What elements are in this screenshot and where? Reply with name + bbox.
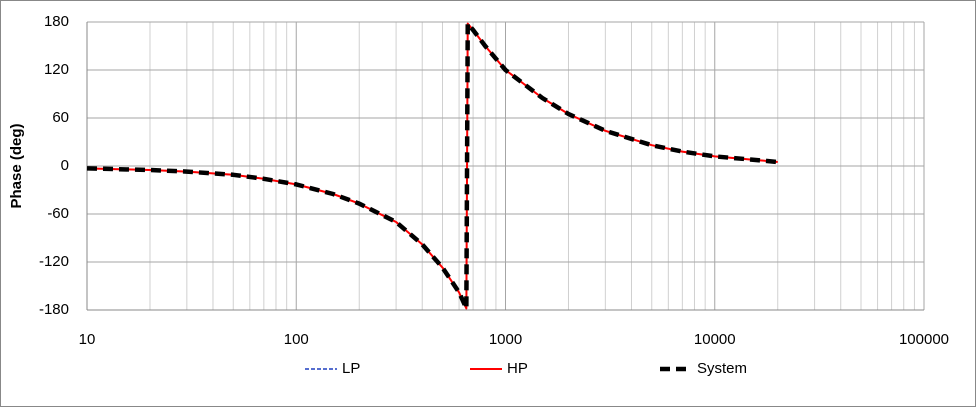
legend-label: System [697, 360, 747, 377]
y-tick-label: 180 [44, 13, 69, 30]
y-tick-label: -120 [39, 253, 69, 270]
x-tick-label: 100000 [899, 331, 949, 348]
y-tick-label: -180 [39, 301, 69, 318]
series-line [86, 21, 778, 311]
y-tick-label: 120 [44, 61, 69, 78]
y-axis-label: Phase (deg) [8, 123, 25, 208]
y-tick-label: 0 [61, 157, 69, 174]
x-tick-label: 10000 [694, 331, 736, 348]
y-tick-label: -60 [47, 205, 69, 222]
x-tick-label: 10 [79, 331, 96, 348]
y-tick-label: 60 [52, 109, 69, 126]
legend-label: LP [342, 360, 360, 377]
x-tick-label: 100 [284, 331, 309, 348]
legend-label: HP [507, 360, 528, 377]
x-tick-label: 1000 [489, 331, 522, 348]
